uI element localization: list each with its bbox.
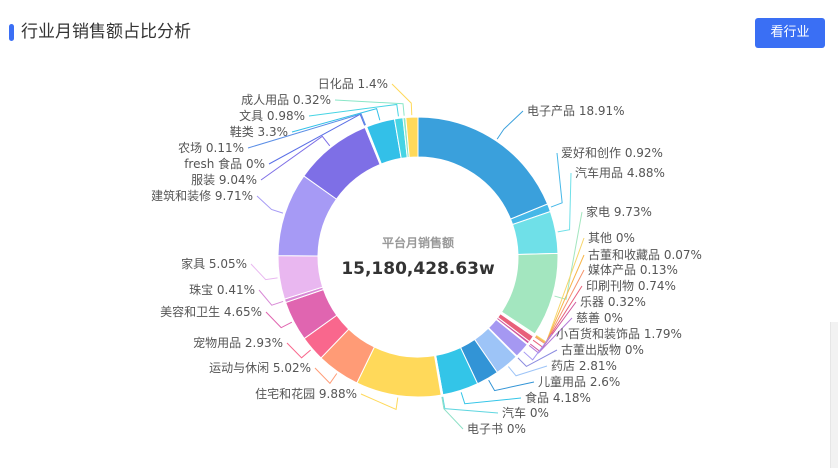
leader-line-18	[314, 367, 338, 385]
leader-line-21	[258, 289, 284, 306]
slice-label-6: 媒体产品 0.13%	[588, 263, 678, 277]
leader-line-10	[523, 333, 553, 361]
leader-line-23	[256, 195, 284, 214]
slice-label-30: 日化品 1.4%	[318, 77, 388, 91]
title-accent-bar	[9, 24, 14, 41]
leader-line-14	[460, 392, 522, 405]
slice-label-8: 乐器 0.32%	[580, 295, 646, 309]
slice-label-4: 其他 0%	[588, 231, 635, 245]
panel-header: 行业月销售额占比分析 看行业	[0, 0, 838, 62]
slice-label-14: 食品 4.18%	[525, 390, 591, 405]
slice-label-0: 电子产品 18.91%	[527, 104, 625, 118]
slice-label-7: 印刷刊物 0.74%	[586, 279, 676, 293]
slice-label-2: 汽车用品 4.88%	[575, 165, 665, 180]
slice-label-27: 鞋类 3.3%	[230, 124, 288, 139]
leader-line-17	[360, 393, 399, 411]
scrollbar-track[interactable]	[830, 322, 838, 468]
slice-label-10: 小百货和装饰品 1.79%	[556, 326, 682, 341]
slice-label-17: 住宅和花园 9.88%	[255, 386, 357, 401]
leader-line-16	[441, 396, 464, 430]
leader-line-9	[528, 317, 573, 354]
leader-line-12	[507, 365, 548, 377]
center-label: 平台月销售额	[382, 235, 454, 250]
slice-30[interactable]	[405, 116, 419, 158]
slice-label-26: 农场 0.11%	[178, 141, 244, 155]
slice-label-16: 电子书 0%	[467, 422, 526, 436]
donut-slices	[277, 116, 559, 398]
slice-0[interactable]	[417, 116, 549, 220]
leader-line-28	[308, 103, 399, 117]
slice-label-19: 宠物用品 2.93%	[193, 335, 283, 350]
leader-line-11	[517, 349, 558, 368]
leader-line-3	[554, 211, 583, 300]
center-value: 15,180,428.63w	[341, 259, 495, 279]
slice-label-29: 成人用品 0.32%	[241, 93, 331, 107]
leader-line-20	[265, 311, 293, 329]
leader-line-29	[334, 99, 405, 116]
leader-lines	[247, 83, 585, 430]
leader-line-0	[496, 110, 524, 140]
slice-label-20: 美容和卫生 4.65%	[160, 304, 262, 319]
leader-line-24	[260, 135, 331, 181]
slice-label-25: fresh 食品 0%	[184, 156, 265, 171]
slice-labels: 电子产品 18.91% 爱好和创作 0.92% 汽车用品 4.88% 家电 9.73%…	[151, 77, 702, 436]
slice-label-22: 家具 5.05%	[181, 256, 247, 271]
slice-label-21: 珠宝 0.41%	[189, 283, 255, 297]
slice-label-15: 汽车 0%	[502, 405, 549, 420]
slice-label-23: 建筑和装修 9.71%	[151, 188, 253, 203]
view-industry-button[interactable]: 看行业	[755, 18, 825, 48]
slice-label-12: 药店 2.81%	[551, 359, 617, 373]
leader-line-1	[550, 152, 563, 208]
panel-title: 行业月销售额占比分析	[21, 22, 191, 42]
leader-line-26	[247, 113, 366, 149]
leader-line-27	[291, 108, 381, 133]
slice-label-1: 爱好和创作 0.92%	[561, 146, 663, 160]
slice-label-28: 文具 0.98%	[239, 108, 305, 123]
slice-label-24: 服装 9.04%	[191, 173, 257, 187]
slice-label-18: 运动与休闲 5.02%	[209, 361, 311, 375]
leader-line-15	[442, 396, 499, 414]
slice-label-13: 儿童用品 2.6%	[538, 374, 620, 389]
slice-label-5: 古董和收藏品 0.07%	[588, 247, 702, 262]
leader-line-30	[391, 83, 413, 116]
leader-line-2	[557, 172, 572, 233]
leader-line-22	[250, 263, 278, 281]
slice-label-3: 家电 9.73%	[586, 204, 652, 219]
slice-label-11: 古董出版物 0%	[561, 342, 644, 357]
leader-line-19	[286, 342, 311, 359]
leader-line-13	[488, 379, 535, 392]
slice-label-9: 慈善 0%	[576, 310, 623, 325]
